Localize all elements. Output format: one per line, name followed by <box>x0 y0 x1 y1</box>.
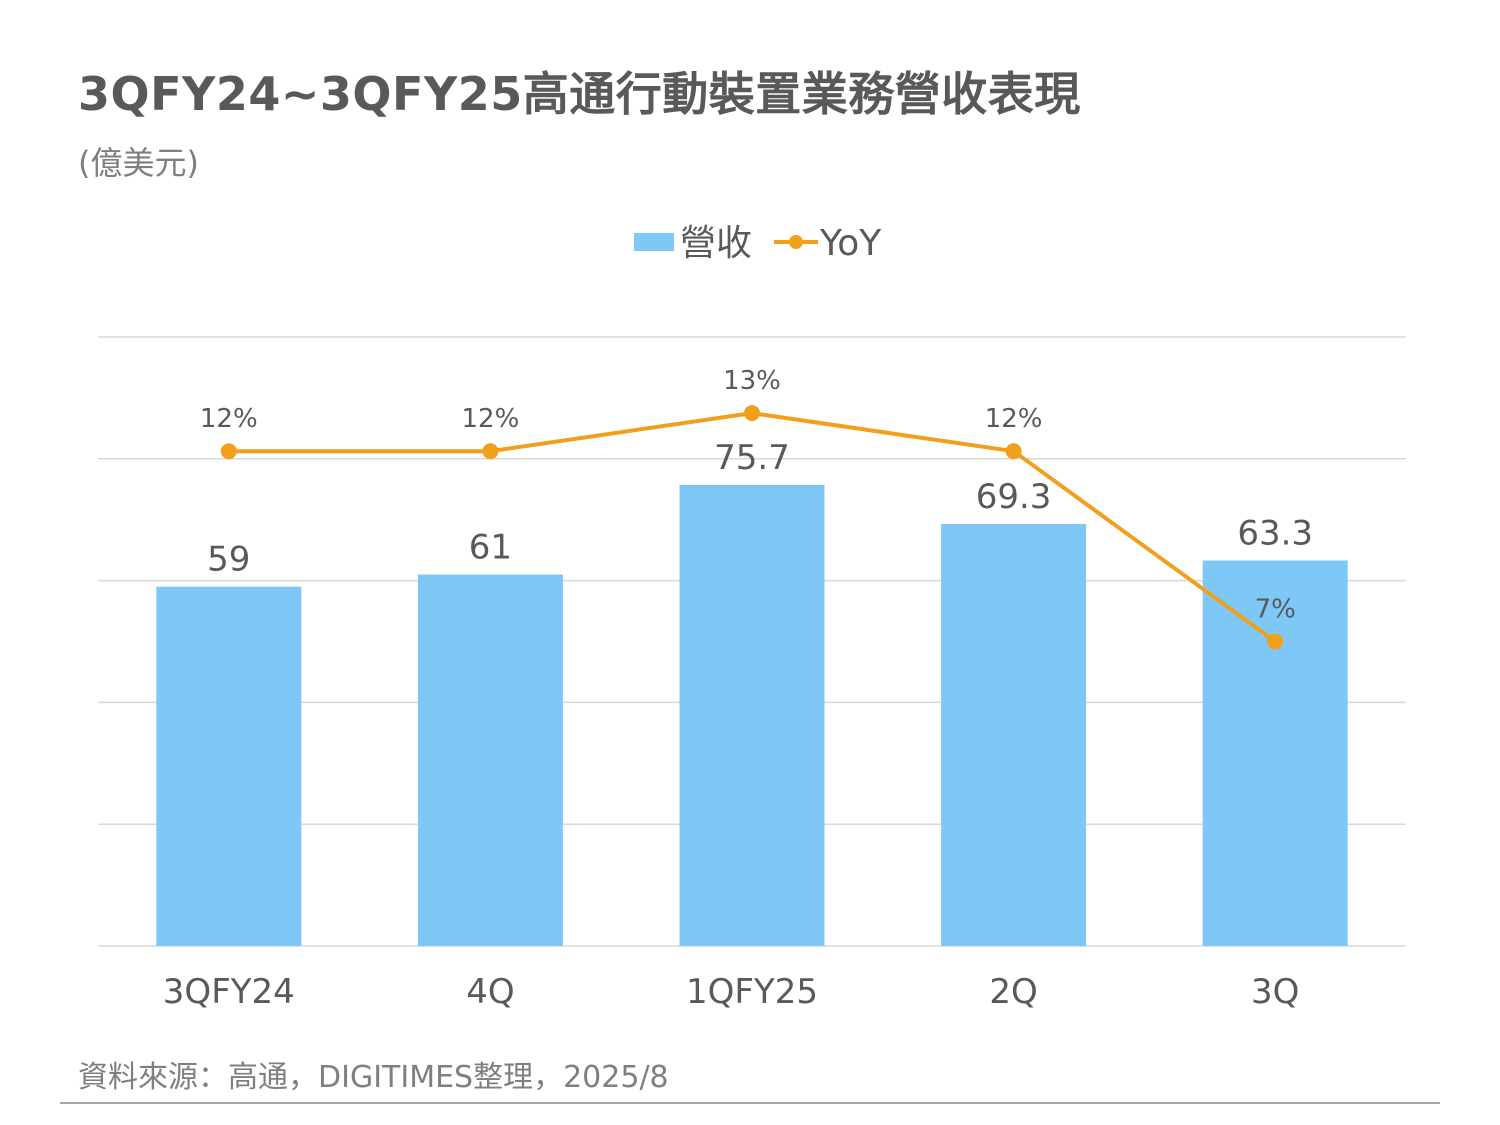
legend-bar-swatch <box>634 233 674 251</box>
line-value-labels: 12% 12% 13% 12% 7% <box>200 366 1296 624</box>
yoy-point <box>744 405 760 422</box>
x-tick-label: 2Q <box>989 972 1037 1012</box>
bar-value-label: 61 <box>469 528 512 568</box>
legend-line-label: YoY <box>819 223 882 264</box>
bottom-divider <box>60 1102 1440 1104</box>
bar <box>1202 560 1348 946</box>
bar <box>156 586 302 946</box>
yoy-value-label: 7% <box>1255 595 1296 625</box>
yoy-value-label: 12% <box>985 404 1043 434</box>
bar-value-label: 59 <box>207 540 250 580</box>
legend: 營收 YoY <box>634 223 882 264</box>
source-note: 資料來源：高通，DIGITIMES整理，2025/8 <box>78 1060 669 1095</box>
legend-line-marker <box>789 235 803 249</box>
chart: 營收 YoY 59 61 75.7 69.3 63.3 12% 12% 13% 12% 7% 3Q… <box>98 223 1406 1012</box>
yoy-point <box>1005 443 1022 460</box>
bar-series <box>156 484 1348 946</box>
x-tick-label: 1QFY25 <box>686 972 818 1012</box>
bar-value-label: 63.3 <box>1237 514 1313 554</box>
yoy-value-label: 12% <box>200 404 258 434</box>
yoy-point <box>220 443 237 460</box>
line-series <box>220 405 1284 650</box>
yoy-point <box>1267 633 1284 650</box>
chart-unit-subtitle: (億美元) <box>78 144 199 182</box>
bar <box>417 574 563 946</box>
chart-title: 3QFY24~3QFY25高通行動裝置業務營收表現 <box>78 67 1081 121</box>
bar-value-label: 75.7 <box>714 438 790 478</box>
bar <box>679 484 825 946</box>
legend-bar-label: 營收 <box>680 223 752 264</box>
yoy-point <box>482 443 499 460</box>
bar-value-labels: 59 61 75.7 69.3 63.3 <box>207 438 1313 580</box>
x-axis-tick-labels: 3QFY24 4Q 1QFY25 2Q 3Q <box>163 972 1300 1012</box>
yoy-value-label: 13% <box>723 366 781 396</box>
bar-value-label: 69.3 <box>976 477 1052 517</box>
x-tick-label: 3QFY24 <box>163 972 295 1012</box>
x-tick-label: 3Q <box>1251 972 1299 1012</box>
x-tick-label: 4Q <box>466 972 514 1012</box>
bar <box>941 523 1087 946</box>
yoy-value-label: 12% <box>462 404 520 434</box>
